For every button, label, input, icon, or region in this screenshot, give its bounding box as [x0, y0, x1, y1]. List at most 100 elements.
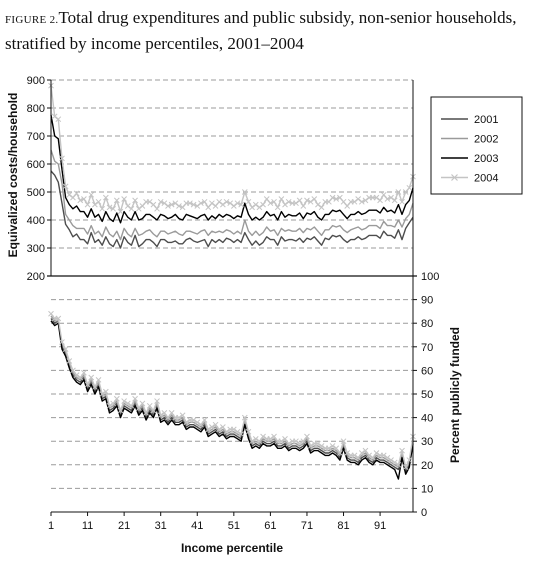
series-lines	[48, 82, 416, 480]
bottom-point-marker-2004	[369, 454, 376, 461]
top-point-marker-2004	[406, 184, 413, 191]
left-tick-label: 800	[27, 103, 45, 115]
top-point-marker-2004	[227, 200, 234, 207]
top-point-marker-2004	[282, 201, 288, 208]
bottom-point-marker-2004	[128, 402, 135, 409]
right-tick-label: 70	[421, 342, 433, 354]
top-point-marker-2004	[267, 200, 274, 207]
legend: 2001 2002 2003 2004	[430, 96, 523, 195]
bottom-point-marker-2004	[143, 410, 149, 416]
x-axis-label: Income percentile	[181, 541, 283, 555]
bottom-point-marker-2004	[121, 398, 127, 404]
top-point-marker-2004	[318, 204, 325, 211]
bottom-point-marker-2004	[183, 419, 190, 426]
top-point-marker-2004	[154, 205, 160, 212]
x-tick-label: 81	[337, 520, 349, 532]
left-tick-label: 400	[27, 215, 45, 227]
bottom-point-marker-2004	[81, 369, 87, 376]
figure-title: Total drug expenditures and public subsi…	[5, 8, 517, 53]
top-point-marker-2004	[245, 198, 252, 205]
right-tick-label: 50	[421, 389, 433, 401]
bottom-series-line-2003	[50, 320, 414, 480]
top-point-marker-2004	[252, 201, 259, 208]
bottom-point-marker-2004	[267, 435, 274, 442]
bottom-point-marker-2004	[326, 445, 332, 452]
bottom-point-marker-2004	[329, 443, 336, 449]
bottom-point-marker-2004	[190, 417, 197, 423]
top-point-marker-2004	[274, 204, 281, 211]
top-point-marker-2004	[395, 189, 402, 195]
right-tick-label: 30	[421, 436, 433, 448]
left-tick-label: 200	[27, 271, 45, 283]
x-tick-label: 21	[118, 520, 130, 532]
bottom-point-marker-2004	[150, 407, 157, 414]
bottom-point-marker-2004	[117, 407, 124, 414]
top-point-marker-2004	[198, 200, 204, 207]
bottom-point-marker-2004	[88, 374, 95, 381]
top-point-marker-2004	[249, 204, 255, 211]
bottom-point-marker-2004	[165, 414, 171, 421]
top-point-marker-2004	[55, 116, 62, 123]
top-point-marker-2004	[92, 201, 98, 208]
bottom-point-marker-2004	[176, 414, 182, 421]
top-point-marker-2004	[187, 200, 193, 207]
bottom-point-marker-2004	[220, 424, 226, 430]
bottom-point-marker-2004	[278, 438, 285, 445]
bottom-point-marker-2004	[201, 417, 208, 423]
top-point-marker-2004	[66, 191, 73, 198]
legend-label-2002: 2002	[474, 134, 498, 146]
top-point-marker-2004	[77, 197, 84, 204]
bottom-point-marker-2004	[99, 391, 106, 397]
top-point-marker-2004	[304, 197, 310, 204]
bottom-point-marker-2004	[205, 426, 212, 433]
bottom-point-marker-2004	[395, 461, 402, 468]
top-point-marker-2004	[373, 194, 380, 201]
bottom-point-marker-2004	[110, 400, 117, 407]
bottom-point-marker-2004	[161, 410, 168, 416]
bottom-point-marker-2004	[318, 443, 325, 449]
axes	[47, 79, 417, 516]
bottom-point-marker-2004	[399, 447, 405, 454]
bottom-point-marker-2004	[351, 452, 358, 459]
bottom-point-marker-2004	[139, 400, 146, 407]
top-point-marker-2004	[110, 205, 117, 212]
grid-lines	[51, 79, 413, 489]
top-point-marker-2004	[84, 201, 91, 208]
right-tick-label: 90	[421, 295, 433, 307]
bottom-point-marker-2004	[241, 414, 248, 421]
top-point-marker-2004	[230, 203, 237, 209]
bottom-point-marker-2004	[337, 450, 343, 456]
x-tick-label: 11	[82, 520, 93, 532]
bottom-point-marker-2004	[95, 376, 102, 383]
bottom-point-marker-2004	[198, 421, 204, 428]
figure-label: FIGURE 2.	[5, 14, 59, 26]
bottom-point-marker-2004	[249, 438, 255, 445]
top-point-marker-2004	[176, 203, 182, 209]
right-tick-label: 0	[421, 507, 427, 519]
right-tick-label: 60	[421, 365, 433, 377]
top-point-marker-2004	[113, 197, 120, 204]
top-series-line-2002	[50, 149, 414, 241]
top-point-marker-2004	[234, 200, 241, 207]
top-point-marker-2004	[271, 198, 277, 205]
top-point-marker-2004	[146, 198, 153, 205]
legend-label-2001: 2001	[474, 114, 498, 126]
x-tick-label: 31	[155, 520, 167, 532]
top-point-marker-2004	[117, 208, 124, 215]
top-series-line-2004	[50, 85, 414, 213]
bottom-point-marker-2004	[48, 310, 54, 317]
left-tick-label: 500	[27, 187, 45, 199]
y-axis-label-left: Equivalized costs/household	[6, 93, 20, 258]
right-tick-label: 100	[421, 271, 439, 283]
top-point-marker-2004	[388, 194, 394, 201]
bottom-point-marker-2004	[406, 457, 413, 463]
bottom-point-marker-2004	[380, 452, 387, 459]
top-point-marker-2004	[165, 203, 171, 209]
left-tick-label: 900	[27, 75, 45, 87]
legend-box	[430, 96, 523, 195]
bottom-point-marker-2004	[66, 358, 73, 364]
top-point-marker-2004	[223, 198, 230, 205]
legend-label-2003: 2003	[474, 153, 498, 165]
bottom-point-marker-2004	[271, 433, 277, 440]
top-point-marker-2004	[73, 190, 80, 197]
